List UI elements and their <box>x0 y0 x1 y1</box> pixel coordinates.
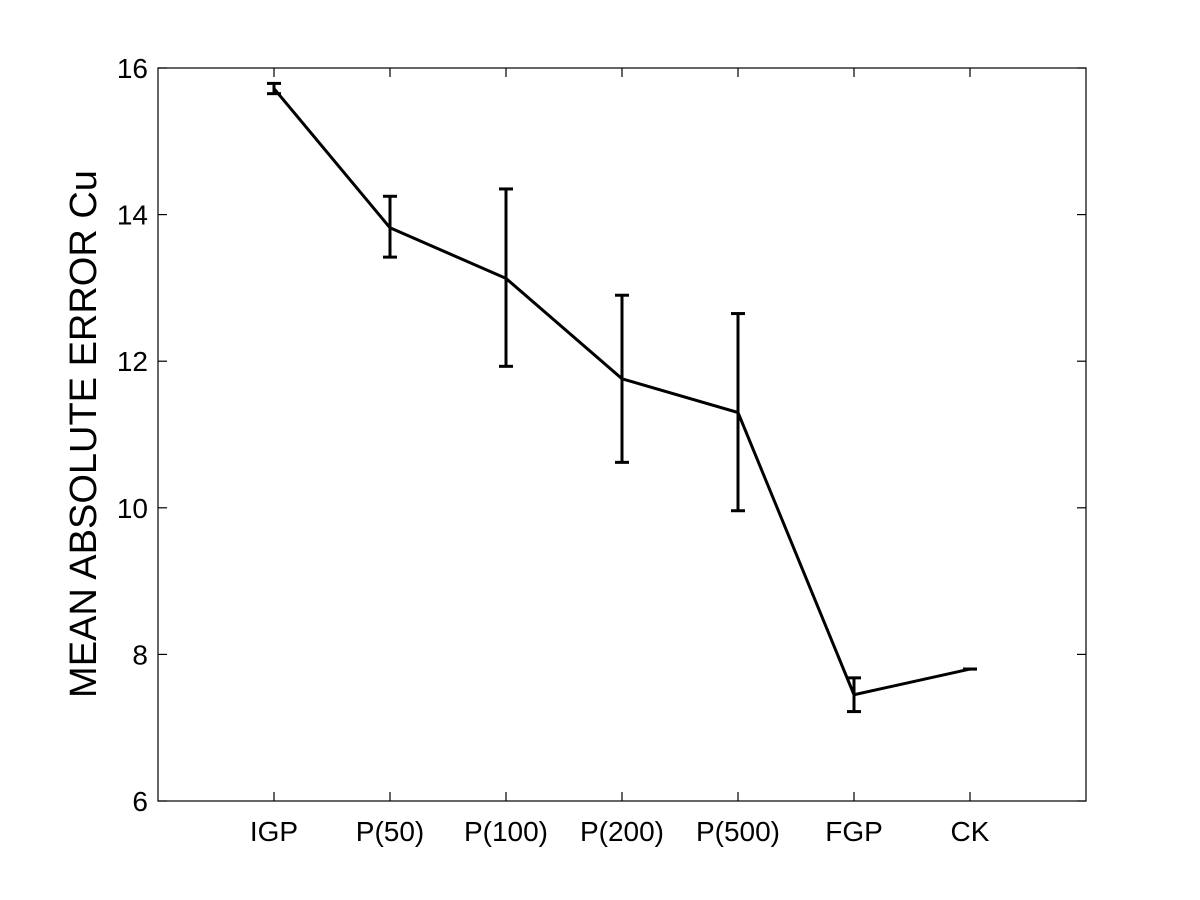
data-point <box>272 87 276 91</box>
x-tick-label: IGP <box>250 816 298 847</box>
data-point <box>852 693 856 697</box>
x-tick-label: FGP <box>825 816 883 847</box>
y-tick-label: 12 <box>117 346 148 377</box>
y-tick-label: 14 <box>117 200 148 231</box>
y-tick-label: 10 <box>117 493 148 524</box>
series <box>267 81 977 714</box>
y-axis: 6 8 10 12 14 16 <box>117 53 1086 817</box>
x-axis: IGP P(50) P(100) P(200) P(500) FGP CK <box>250 68 990 847</box>
y-tick-label: 16 <box>117 53 148 84</box>
x-tick-label: P(50) <box>356 816 424 847</box>
data-point <box>620 377 624 381</box>
x-tick-label: P(100) <box>464 816 548 847</box>
y-tick-label: 6 <box>132 786 148 817</box>
x-tick-label: CK <box>951 816 990 847</box>
data-point <box>388 226 392 230</box>
x-tick-label: P(500) <box>696 816 780 847</box>
data-point <box>968 667 972 671</box>
data-point <box>504 276 508 280</box>
data-point <box>736 411 740 415</box>
x-tick-label: P(200) <box>580 816 664 847</box>
y-axis-title: MEAN ABSOLUTE ERROR Cu <box>63 170 105 698</box>
y-tick-label: 8 <box>132 639 148 670</box>
